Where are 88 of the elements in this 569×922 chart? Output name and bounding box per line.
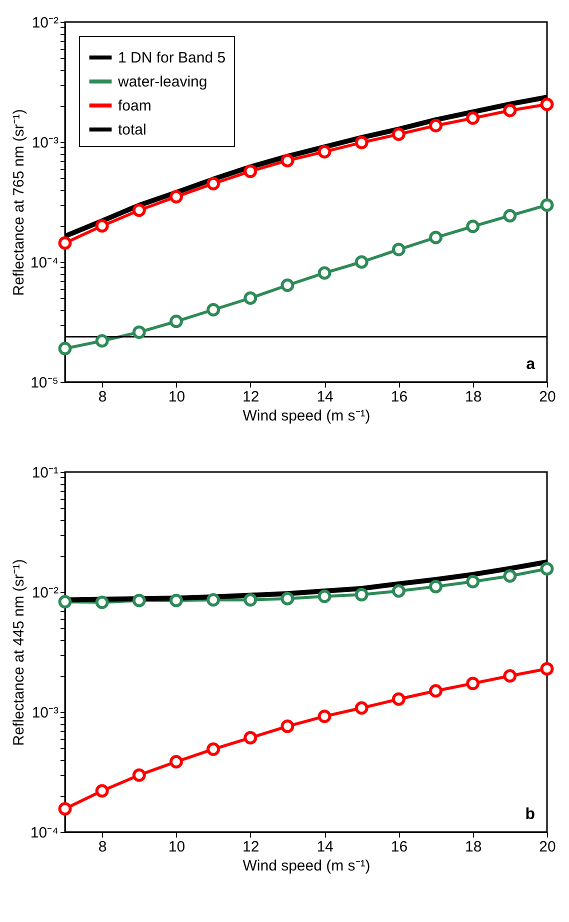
x-tick-label: 20 — [539, 388, 556, 406]
point — [280, 720, 294, 734]
point — [354, 701, 368, 715]
point — [354, 136, 368, 150]
point — [244, 593, 258, 607]
point — [169, 755, 183, 768]
point — [540, 198, 554, 212]
point — [503, 208, 517, 222]
point — [58, 342, 72, 356]
point — [280, 592, 294, 606]
x-tick-label: 12 — [242, 838, 260, 856]
y-tick-label: 10⁻² — [32, 14, 58, 32]
annotation: b — [525, 806, 536, 823]
point — [169, 190, 183, 204]
x-tick-label: 14 — [316, 388, 334, 406]
y-tick-label: 10⁻⁵ — [30, 374, 58, 392]
y-tick-label: 10⁻³ — [32, 704, 58, 722]
legend-label: foam — [118, 98, 152, 114]
point — [95, 596, 109, 610]
point — [429, 580, 443, 594]
point — [503, 569, 517, 583]
legend-label: water-leaving — [117, 74, 208, 90]
point — [466, 111, 480, 125]
x-tick-label: 8 — [98, 388, 107, 406]
point — [206, 176, 220, 190]
x-axis-title: Wind speed (m s⁻¹) — [242, 408, 370, 424]
point — [429, 230, 443, 244]
point — [280, 154, 294, 168]
point — [95, 334, 109, 348]
point — [318, 590, 332, 604]
point — [318, 710, 332, 724]
point — [540, 662, 554, 676]
point — [244, 291, 258, 305]
y-tick-label: 10⁻¹ — [32, 464, 58, 482]
y-tick-label: 10⁻² — [32, 584, 58, 602]
point — [392, 692, 406, 706]
point — [503, 104, 517, 118]
y-axis-title: Reflectance at 765 nm (sr⁻¹) — [10, 109, 28, 296]
x-tick-label: 18 — [465, 388, 482, 406]
x-tick-label: 18 — [465, 838, 482, 856]
point — [503, 669, 517, 683]
point — [466, 676, 480, 690]
point — [169, 594, 183, 608]
x-tick-label: 14 — [316, 838, 334, 856]
point — [169, 314, 183, 328]
point — [392, 242, 406, 256]
point — [132, 768, 146, 782]
x-tick-label: 20 — [539, 838, 556, 856]
point — [95, 784, 109, 798]
point — [132, 325, 146, 339]
y-tick-label: 10⁻⁴ — [30, 254, 58, 272]
point — [244, 731, 258, 744]
point — [354, 255, 368, 269]
legend-label: 1 DN for Band 5 — [118, 50, 226, 66]
x-axis-title: Wind speed (m s⁻¹) — [242, 858, 370, 874]
x-tick-label: 10 — [168, 388, 186, 406]
y-tick-label: 10⁻³ — [32, 134, 58, 152]
x-tick-label: 10 — [168, 838, 186, 856]
point — [206, 593, 220, 607]
point — [392, 128, 406, 141]
legend-label: total — [118, 122, 146, 138]
point — [58, 802, 72, 816]
point — [318, 266, 332, 280]
point — [206, 742, 220, 756]
y-axis-title: Reflectance at 445 nm (sr⁻¹) — [10, 559, 28, 746]
point — [132, 204, 146, 217]
point — [392, 584, 406, 598]
point — [429, 118, 443, 132]
point — [354, 588, 368, 602]
point — [58, 236, 72, 250]
point — [58, 594, 72, 608]
x-tick-label: 12 — [242, 388, 260, 406]
point — [280, 278, 294, 292]
point — [429, 684, 443, 698]
y-tick-label: 10⁻⁴ — [30, 824, 58, 842]
x-tick-label: 8 — [98, 838, 107, 856]
point — [466, 574, 480, 588]
point — [206, 303, 220, 316]
annotation: a — [526, 356, 536, 373]
point — [95, 219, 109, 233]
point — [318, 144, 332, 158]
point — [540, 562, 554, 576]
point — [244, 164, 258, 178]
point — [540, 98, 554, 112]
point — [466, 220, 480, 234]
x-tick-label: 16 — [390, 388, 408, 406]
x-tick-label: 16 — [390, 838, 408, 856]
point — [132, 594, 146, 608]
